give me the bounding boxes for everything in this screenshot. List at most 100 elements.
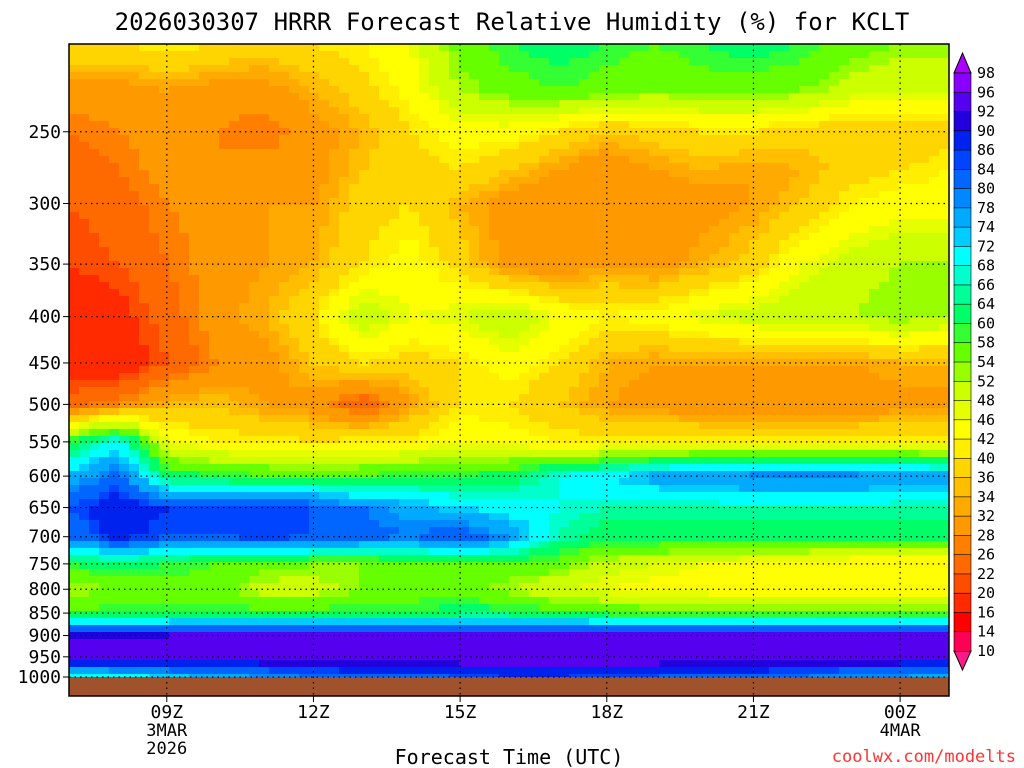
rh-cell [359,324,370,332]
rh-cell [379,338,390,346]
rh-cell [239,387,250,395]
rh-cell [699,415,710,423]
rh-cell [439,170,450,178]
rh-cell [629,170,640,178]
rh-cell [229,212,240,220]
rh-cell [159,345,170,353]
rh-cell [699,324,710,332]
rh-cell [199,436,210,444]
rh-cell [69,380,80,388]
rh-cell [899,268,910,276]
rh-cell [189,352,200,360]
rh-cell [219,254,230,262]
rh-cell [709,366,720,374]
rh-cell [409,191,420,199]
rh-cell [329,275,340,283]
rh-cell [319,436,330,444]
rh-cell [419,226,430,234]
rh-cell [259,394,270,402]
rh-cell [649,387,660,395]
rh-cell [639,93,650,101]
rh-cell [69,86,80,94]
rh-cell [489,247,500,255]
rh-cell [869,422,880,430]
rh-cell [659,163,670,171]
rh-cell [789,324,800,332]
rh-cell [629,219,640,227]
rh-cell [649,233,660,241]
rh-cell [109,142,120,150]
rh-cell [129,408,140,416]
rh-cell [729,149,740,157]
rh-cell [449,373,460,381]
rh-cell [829,121,840,129]
rh-cell [859,247,870,255]
rh-cell [939,317,949,325]
rh-cell [769,51,780,59]
rh-cell [629,72,640,80]
rh-cell [629,114,640,122]
rh-cell [779,415,790,423]
rh-cell [529,114,540,122]
rh-cell [189,149,200,157]
rh-cell [549,65,560,73]
rh-cell [289,282,300,290]
rh-cell [479,212,490,220]
rh-cell [639,128,650,136]
rh-cell [319,345,330,353]
rh-cell [269,387,280,395]
rh-cell [829,233,840,241]
rh-cell [409,86,420,94]
rh-cell [459,198,470,206]
rh-cell [569,415,580,423]
rh-cell [799,296,810,304]
rh-cell [399,247,410,255]
rh-cell [149,387,160,395]
rh-cell [169,380,180,388]
rh-cell [129,191,140,199]
rh-cell [879,233,890,241]
rh-cell [489,149,500,157]
rh-cell [889,303,900,311]
rh-cell [789,51,800,59]
rh-cell [349,44,360,52]
rh-cell [319,261,330,269]
rh-cell [69,275,80,283]
rh-cell [609,226,620,234]
rh-cell [409,324,420,332]
rh-cell [189,415,200,423]
rh-cell [589,191,600,199]
rh-cell [619,177,630,185]
rh-cell [459,373,470,381]
rh-cell [109,324,120,332]
rh-cell [749,415,760,423]
rh-cell [609,205,620,213]
rh-cell [529,380,540,388]
rh-cell [719,289,730,297]
rh-cell [799,65,810,73]
rh-cell [689,261,700,269]
rh-cell [649,149,660,157]
rh-cell [589,331,600,339]
rh-cell [269,317,280,325]
rh-cell [249,72,260,80]
rh-cell [79,184,90,192]
rh-cell [849,268,860,276]
rh-cell [579,352,590,360]
rh-cell [699,401,710,409]
rh-cell [309,114,320,122]
rh-cell [659,233,670,241]
rh-cell [399,135,410,143]
rh-cell [249,205,260,213]
rh-cell [579,415,590,423]
rh-cell [809,373,820,381]
rh-cell [249,240,260,248]
rh-cell [319,429,330,437]
rh-cell [429,310,440,318]
rh-cell [509,268,520,276]
rh-cell [229,198,240,206]
rh-cell [89,429,100,437]
rh-cell [359,65,370,73]
rh-cell [99,282,110,290]
rh-cell [689,226,700,234]
